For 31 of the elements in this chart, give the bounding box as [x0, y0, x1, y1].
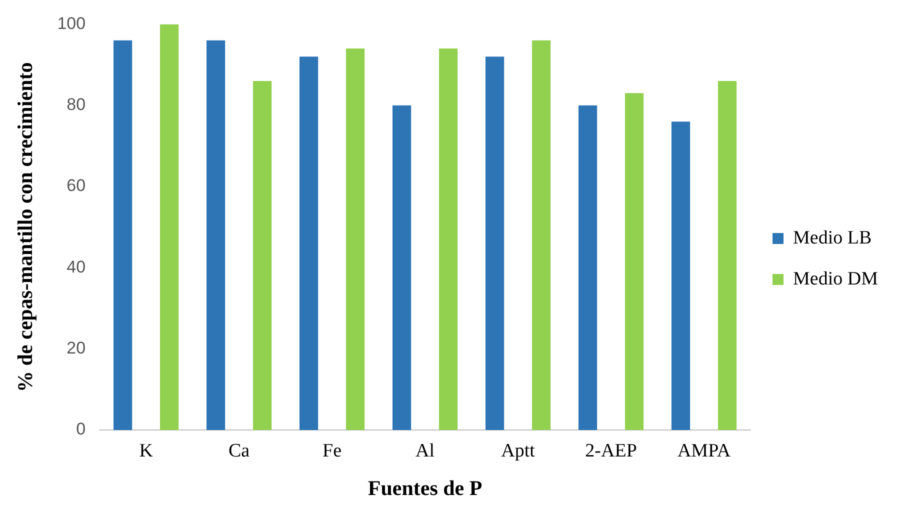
x-tick-label: 2-AEP	[585, 440, 637, 462]
x-tick-label: AMPA	[677, 440, 731, 462]
y-tick-label: 40	[66, 257, 86, 276]
bar	[300, 56, 318, 430]
bar	[532, 40, 551, 430]
bar	[253, 81, 272, 430]
bar	[438, 48, 458, 430]
bar	[206, 40, 226, 430]
legend-label: Medio DM	[793, 268, 878, 290]
x-tick-label: K	[139, 440, 154, 462]
x-tick-label: Al	[416, 440, 435, 462]
y-tick-label: 80	[66, 95, 86, 114]
bar	[485, 56, 504, 430]
bar	[624, 93, 644, 430]
x-tick-label: Fe	[322, 440, 342, 462]
bar	[578, 105, 598, 430]
legend-label: Medio LB	[793, 227, 872, 248]
y-tick-label: 0	[76, 420, 86, 439]
bar	[346, 48, 365, 430]
bar	[392, 105, 412, 430]
y-tick-label: 60	[66, 176, 86, 196]
x-tick-label: Aptt	[501, 440, 536, 462]
bar	[114, 40, 132, 430]
bar	[671, 122, 690, 430]
x-tick-label: Ca	[228, 440, 250, 462]
y-axis-title: % de cepas-mantillo con crecimiento	[13, 62, 38, 392]
bar	[718, 81, 737, 430]
y-tick-label: 20	[66, 338, 86, 358]
y-tick-label: 100	[57, 14, 86, 33]
bar	[160, 24, 179, 430]
x-axis-title: Fuentes de P	[368, 476, 482, 500]
